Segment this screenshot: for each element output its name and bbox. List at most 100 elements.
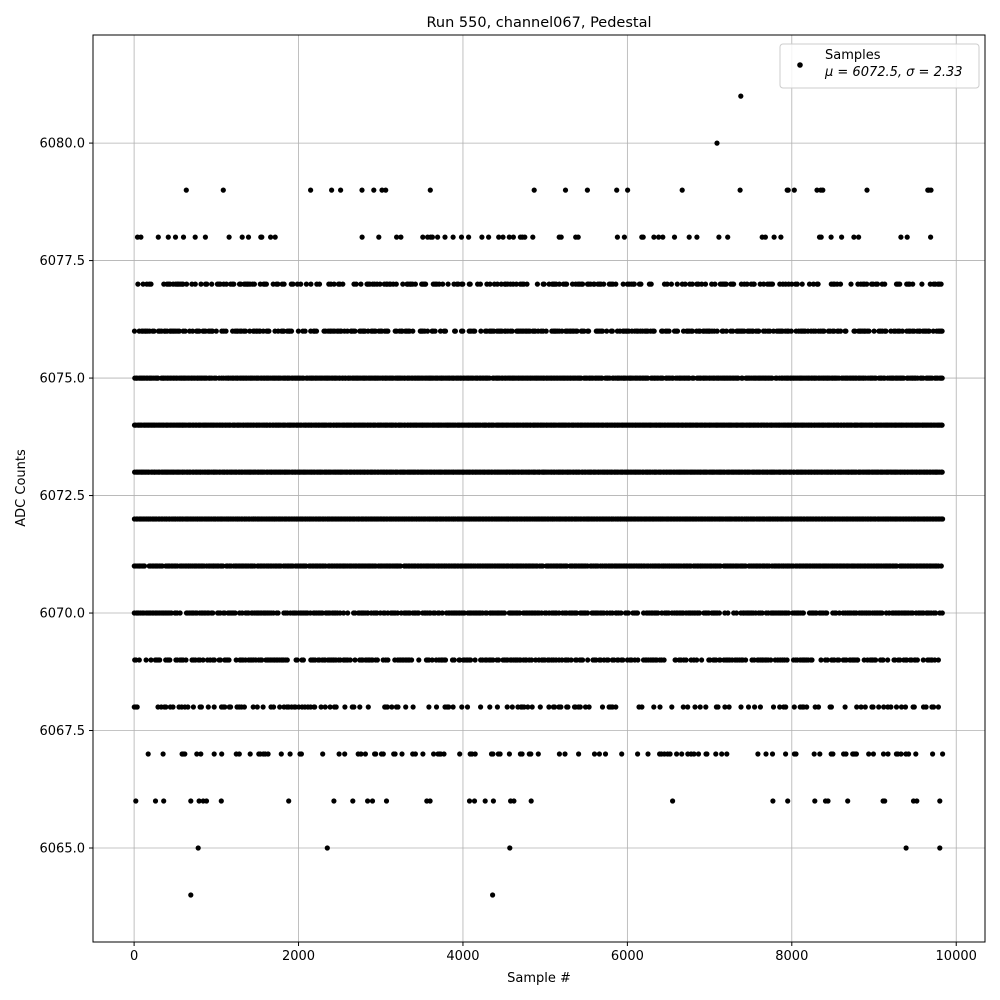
data-point (562, 187, 569, 193)
data-point (172, 234, 179, 240)
data-point (731, 281, 737, 287)
data-point (669, 704, 675, 710)
data-point (882, 281, 888, 287)
data-point (713, 751, 719, 757)
data-point (427, 798, 433, 804)
data-point (344, 328, 350, 334)
data-point (320, 751, 326, 757)
data-point (389, 704, 395, 710)
data-point (575, 234, 581, 240)
data-point (350, 798, 356, 804)
data-point (195, 845, 201, 851)
data-point (333, 704, 339, 710)
data-point (556, 751, 563, 757)
data-point (635, 657, 641, 663)
data-point (432, 328, 438, 334)
data-point (420, 751, 426, 757)
data-point (460, 281, 466, 287)
data-point (580, 281, 586, 287)
data-point (459, 704, 465, 710)
data-point (345, 610, 351, 616)
data-point (828, 234, 834, 240)
data-point (494, 281, 500, 287)
data-point (899, 328, 906, 334)
data-point (294, 657, 300, 663)
data-point (198, 281, 204, 287)
data-point (163, 704, 169, 710)
data-point (785, 187, 791, 193)
data-point (702, 281, 709, 287)
data-point (651, 234, 657, 240)
data-point (478, 328, 484, 334)
data-point (723, 281, 729, 287)
data-point (134, 704, 140, 710)
data-point (558, 234, 564, 240)
data-point (259, 657, 265, 663)
data-point (778, 234, 784, 240)
data-point (263, 281, 269, 287)
data-point (866, 751, 872, 757)
data-point (416, 610, 422, 616)
data-point (204, 281, 210, 287)
data-point (541, 281, 547, 287)
data-point (689, 281, 695, 287)
data-point (148, 281, 154, 287)
data-point (703, 704, 709, 710)
data-point (674, 281, 680, 287)
data-point (552, 704, 558, 710)
data-point (524, 281, 530, 287)
data-point (287, 751, 293, 757)
data-point (789, 281, 795, 287)
data-point (940, 751, 946, 757)
data-point (674, 328, 681, 334)
data-point (423, 281, 429, 287)
data-point (935, 704, 942, 710)
data-point (338, 187, 344, 193)
data-point (939, 328, 945, 334)
data-point (843, 751, 849, 757)
data-point (893, 704, 900, 710)
data-point (761, 281, 767, 287)
data-point (839, 234, 845, 240)
data-point (528, 798, 534, 804)
data-point (800, 610, 807, 616)
data-point (385, 328, 391, 334)
data-point (660, 234, 666, 240)
data-point (531, 187, 537, 193)
data-point (738, 704, 744, 710)
data-point (674, 751, 680, 757)
y-tick-label: 6072.5 (40, 489, 86, 504)
data-point (233, 657, 239, 663)
data-point (277, 704, 283, 710)
data-point (873, 657, 879, 663)
data-point (717, 657, 723, 663)
data-point (648, 281, 654, 287)
data-point (400, 281, 406, 287)
data-point (506, 234, 512, 240)
data-point (471, 798, 478, 804)
data-point (286, 798, 292, 804)
data-point (182, 751, 188, 757)
data-point (786, 610, 792, 616)
data-point (770, 704, 777, 710)
data-point (853, 751, 860, 757)
data-point (763, 751, 769, 757)
data-point (308, 187, 314, 193)
data-point (621, 234, 628, 240)
data-point (862, 704, 868, 710)
data-point (854, 704, 860, 710)
data-point (602, 751, 609, 757)
data-point (843, 328, 849, 334)
data-point (619, 751, 625, 757)
data-point (668, 281, 675, 287)
data-point (200, 657, 206, 663)
data-point (450, 704, 456, 710)
data-points (131, 93, 946, 898)
legend: Samples μ = 6072.5, σ = 2.33 (779, 43, 980, 89)
data-point (254, 704, 260, 710)
data-point (759, 610, 765, 616)
data-point (271, 704, 277, 710)
data-point (213, 328, 219, 334)
data-point (136, 657, 142, 663)
